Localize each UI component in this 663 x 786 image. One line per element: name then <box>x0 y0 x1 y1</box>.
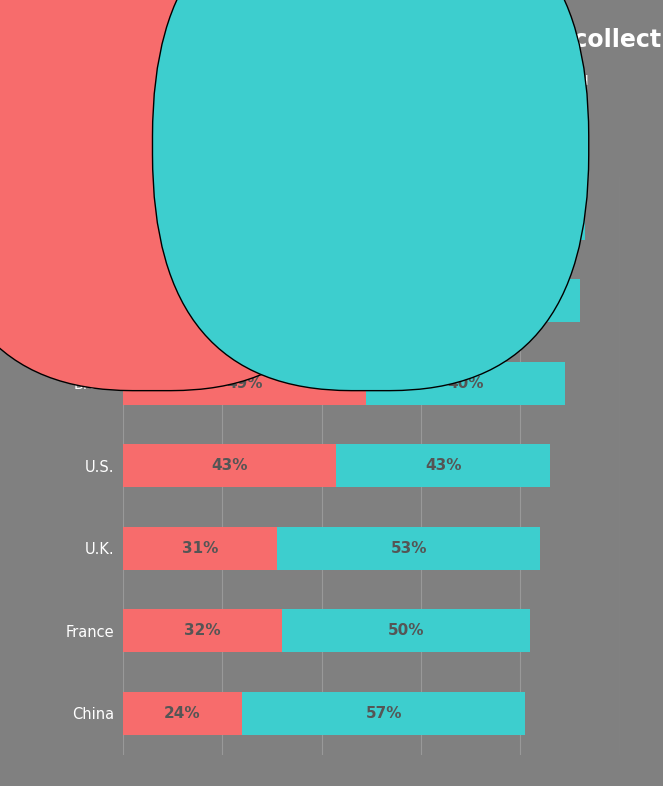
Text: 49%: 49% <box>226 376 263 391</box>
Text: Somewhat  concerned: Somewhat concerned <box>393 138 557 153</box>
Text: 43%: 43% <box>425 458 461 473</box>
Bar <box>123 279 416 322</box>
Bar <box>123 362 367 405</box>
Bar <box>282 609 530 652</box>
Text: 31%: 31% <box>182 541 218 556</box>
Text: Very concerned: Very concerned <box>174 138 288 153</box>
Text: Widespread concern over personal data collection: Widespread concern over personal data co… <box>33 28 663 52</box>
Text: 38%: 38% <box>472 211 509 226</box>
Bar <box>367 362 566 405</box>
Text: 40%: 40% <box>448 376 484 391</box>
Text: 50%: 50% <box>388 623 424 638</box>
Bar <box>123 444 337 487</box>
Bar <box>123 527 277 570</box>
Text: 43%: 43% <box>211 458 248 473</box>
Text: 59%: 59% <box>251 293 288 308</box>
Text: 53%: 53% <box>391 541 427 556</box>
Text: 55%: 55% <box>241 211 278 226</box>
Bar <box>123 196 396 240</box>
Text: % who say they are concerned about the amount of personal information collected
: % who say they are concerned about the a… <box>33 75 589 105</box>
Bar <box>242 692 526 735</box>
Bar <box>396 196 585 240</box>
Bar <box>277 527 540 570</box>
Bar <box>416 279 580 322</box>
Text: 33%: 33% <box>480 293 516 308</box>
Text: 32%: 32% <box>184 623 221 638</box>
Bar <box>337 444 550 487</box>
Bar <box>123 692 242 735</box>
Text: 24%: 24% <box>164 706 201 721</box>
Bar <box>123 609 282 652</box>
Text: 57%: 57% <box>365 706 402 721</box>
